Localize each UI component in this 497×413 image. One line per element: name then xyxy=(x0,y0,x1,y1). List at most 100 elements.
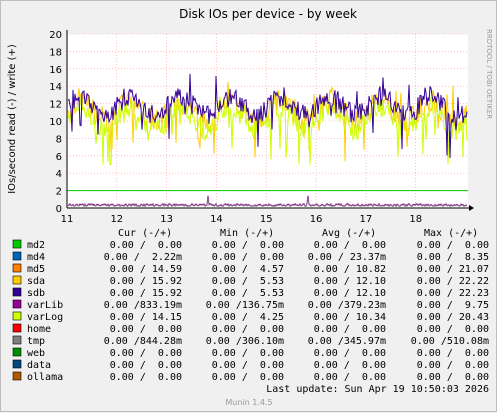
legend-cur-value: 0.00 / 14.59 xyxy=(110,264,182,275)
legend-cur-value: 0.00 / 0.00 xyxy=(110,324,182,335)
x-tick-label: 14 xyxy=(210,214,223,225)
legend-swatch-home xyxy=(12,323,22,333)
legend-header-cur: Cur (-/+) xyxy=(118,228,172,239)
munin-version: Munin 1.4.5 xyxy=(225,398,272,407)
legend-min-value: 0.00 / 0.00 xyxy=(212,360,284,371)
legend-swatch-data xyxy=(12,359,22,369)
legend-swatch-ollama xyxy=(12,371,22,381)
legend-name: varLog xyxy=(27,312,63,323)
legend-min-value: 0.00 / 0.00 xyxy=(212,372,284,383)
legend-cur-value: 0.00 / 14.15 xyxy=(110,312,182,323)
y-tick-label: 4 xyxy=(56,169,62,180)
x-tick-label: 15 xyxy=(260,214,273,225)
legend-max-value: 0.00 / 22.22 xyxy=(417,276,489,287)
legend-swatch-sda xyxy=(12,275,22,285)
legend-avg-value: 0.00 / 0.00 xyxy=(314,240,386,251)
legend-name: tmp xyxy=(27,336,45,347)
legend-avg-value: 0.00 /379.23m xyxy=(308,300,386,311)
y-tick-label: 2 xyxy=(56,187,62,198)
legend-min-value: 0.00 / 4.57 xyxy=(212,264,284,275)
legend-name: sdb xyxy=(27,288,45,299)
series-line-sdb xyxy=(67,73,468,159)
series-line-varLog xyxy=(67,96,468,165)
chart-title: Disk IOs per device - by week xyxy=(179,7,357,21)
legend-name: md2 xyxy=(27,240,45,251)
legend-name: md5 xyxy=(27,264,45,275)
legend-min-value: 0.00 / 4.25 xyxy=(212,312,284,323)
legend-swatch-sdb xyxy=(12,287,22,297)
legend-min-value: 0.00 / 0.00 xyxy=(212,252,284,263)
legend-name: ollama xyxy=(27,372,63,383)
x-tick-label: 11 xyxy=(61,214,74,225)
legend-swatch-tmp xyxy=(12,335,22,345)
legend-avg-value: 0.00 /345.97m xyxy=(308,336,386,347)
legend-cur-value: 0.00 / 0.00 xyxy=(110,348,182,359)
y-tick-label: 12 xyxy=(49,100,62,111)
legend-swatch-md2 xyxy=(12,239,22,249)
legend-swatch-md5 xyxy=(12,263,22,273)
legend-min-value: 0.00 /306.10m xyxy=(206,336,284,347)
y-tick-label: 8 xyxy=(56,134,62,145)
legend-avg-value: 0.00 / 10.82 xyxy=(314,264,386,275)
legend-avg-value: 0.00 / 10.34 xyxy=(314,312,386,323)
legend-cur-value: 0.00 / 2.22m xyxy=(104,252,182,263)
legend-max-value: 0.00 / 22.23 xyxy=(417,288,489,299)
legend-name: md4 xyxy=(27,252,45,263)
x-tick-label: 17 xyxy=(360,214,373,225)
legend-avg-value: 0.00 / 12.10 xyxy=(314,288,386,299)
last-update: Last update: Sun Apr 19 10:50:03 2026 xyxy=(266,384,489,395)
y-tick-label: 14 xyxy=(49,82,62,93)
legend-name: web xyxy=(27,348,45,359)
legend-header-min: Min (-/+) xyxy=(220,228,274,239)
legend-min-value: 0.00 / 0.00 xyxy=(212,348,284,359)
series-line-tmp xyxy=(67,198,468,208)
y-tick-label: 16 xyxy=(49,65,62,76)
x-tick-label: 13 xyxy=(160,214,173,225)
legend-swatch-md4 xyxy=(12,251,22,261)
legend-max-value: 0.00 / 0.00 xyxy=(417,372,489,383)
axes xyxy=(66,30,474,211)
legend-cur-value: 0.00 / 15.92 xyxy=(110,276,182,287)
y-tick-labels: 0 2 4 6 8 10 12 14 16 18 20 xyxy=(49,30,62,215)
legend-avg-value: 0.00 / 12.10 xyxy=(314,276,386,287)
y-tick-label: 0 xyxy=(56,204,62,215)
legend-min-value: 0.00 / 5.53 xyxy=(212,276,284,287)
legend-swatch-web xyxy=(12,347,22,357)
series-lines xyxy=(67,73,468,208)
y-tick-label: 6 xyxy=(56,152,62,163)
legend-table: Cur (-/+) Min (-/+) Avg (-/+) Max (-/+) … xyxy=(12,228,489,383)
legend-cur-value: 0.00 / 0.00 xyxy=(110,360,182,371)
y-tick-label: 10 xyxy=(49,117,62,128)
legend-name: varLib xyxy=(27,300,63,311)
legend-max-value: 0.00 / 8.35 xyxy=(417,252,489,263)
legend-avg-value: 0.00 / 23.37m xyxy=(308,252,386,263)
legend-max-value: 0.00 / 0.00 xyxy=(417,240,489,251)
legend-avg-value: 0.00 / 0.00 xyxy=(314,324,386,335)
y-tick-label: 20 xyxy=(49,30,62,41)
x-tick-label: 18 xyxy=(409,214,422,225)
y-axis-label: IOs/second read (-) / write (+) xyxy=(7,44,18,194)
x-axis-arrow-icon xyxy=(469,205,474,211)
y-tick-label: 18 xyxy=(49,47,62,58)
legend-min-value: 0.00 / 0.00 xyxy=(212,324,284,335)
legend-avg-value: 0.00 / 0.00 xyxy=(314,360,386,371)
x-tick-label: 12 xyxy=(110,214,123,225)
legend-cur-value: 0.00 / 0.00 xyxy=(110,372,182,383)
legend-max-value: 0.00 / 20.43 xyxy=(417,312,489,323)
legend-cur-value: 0.00 /844.28m xyxy=(104,336,182,347)
rrdtool-credit: RRDTOOL / TOBI OETIKER xyxy=(485,29,493,119)
legend-max-value: 0.00 /510.08m xyxy=(411,336,489,347)
legend-cur-value: 0.00 /833.19m xyxy=(104,300,182,311)
legend-min-value: 0.00 / 5.53 xyxy=(212,288,284,299)
legend-header-avg: Avg (-/+) xyxy=(322,228,376,239)
legend-avg-value: 0.00 / 0.00 xyxy=(314,348,386,359)
legend-cur-value: 0.00 / 15.92 xyxy=(110,288,182,299)
legend-max-value: 0.00 / 21.07 xyxy=(417,264,489,275)
legend-max-value: 0.00 / 0.00 xyxy=(417,348,489,359)
legend-name: sda xyxy=(27,276,45,287)
legend-min-value: 0.00 / 0.00 xyxy=(212,240,284,251)
legend-header-max: Max (-/+) xyxy=(424,228,478,239)
x-tick-labels: 11 12 13 14 15 16 17 18 xyxy=(61,214,422,225)
